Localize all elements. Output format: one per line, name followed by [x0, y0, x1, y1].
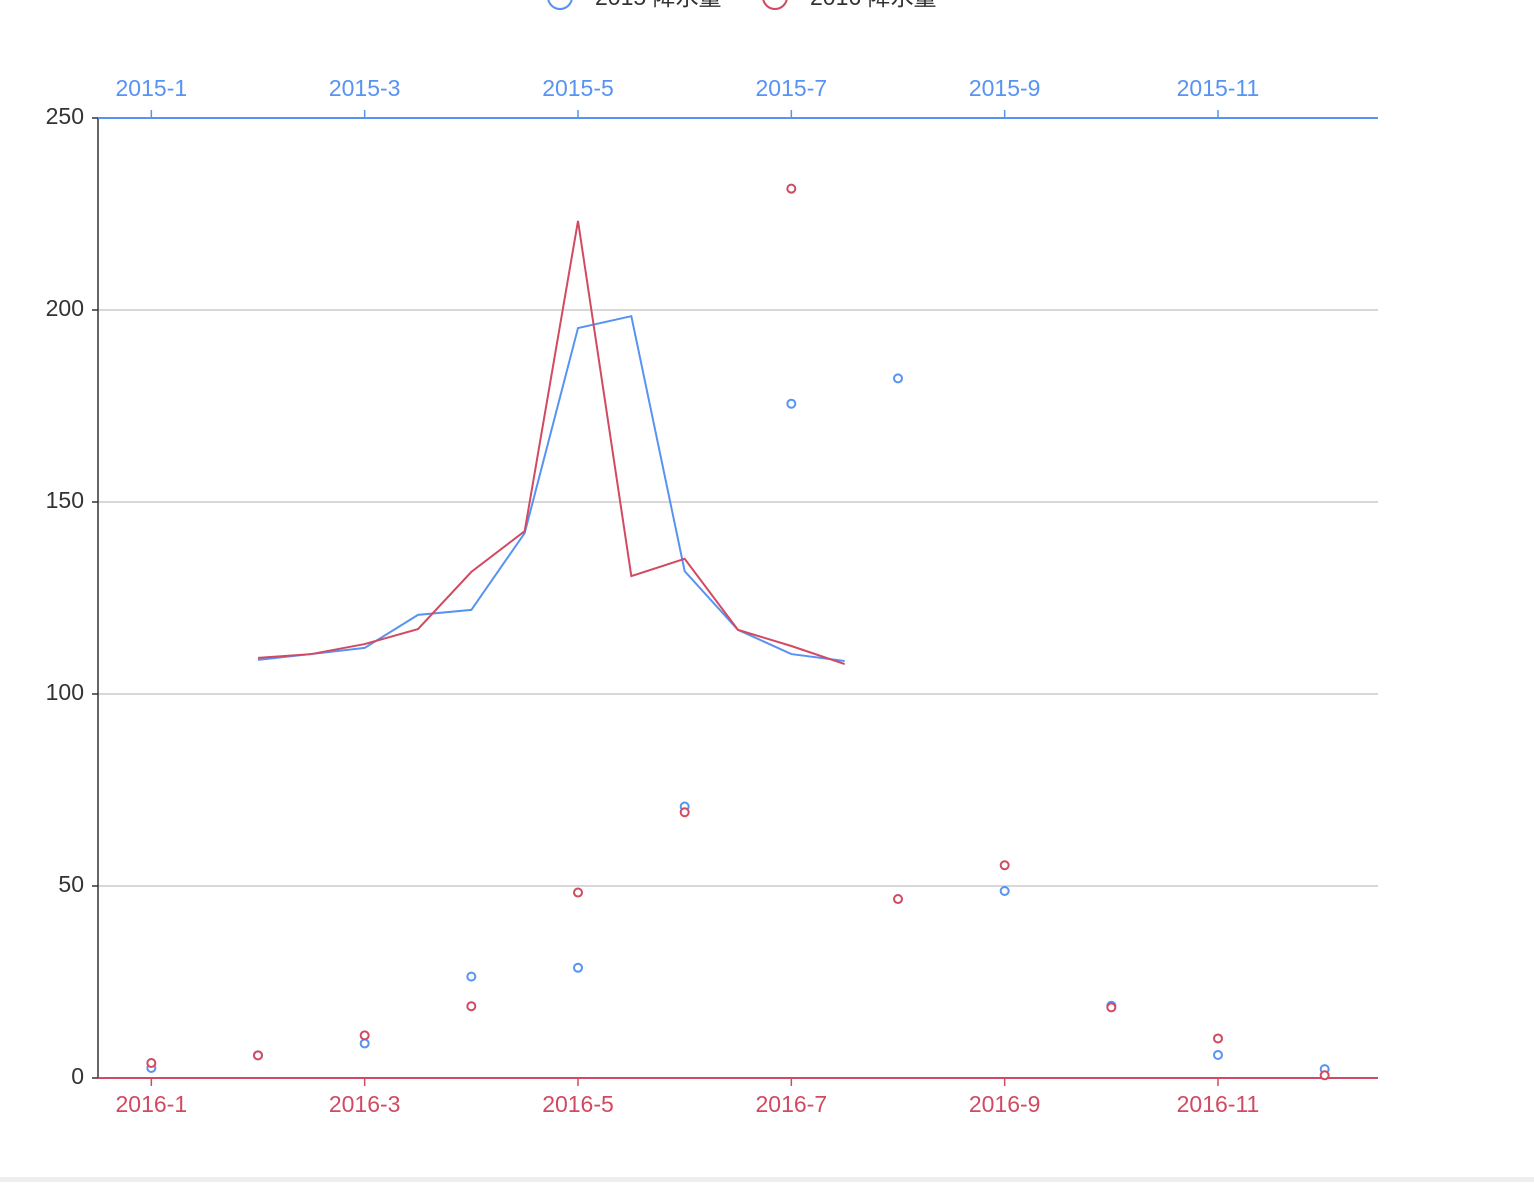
point	[573, 962, 583, 973]
point	[893, 373, 903, 384]
line	[257, 220, 845, 665]
x-tick-label: 2016-1	[116, 1091, 188, 1117]
point	[786, 398, 797, 409]
legend-label: 2016 降水量	[810, 0, 937, 10]
legend-label: 2015 降水量	[595, 0, 722, 10]
bottom-strip	[0, 1177, 1534, 1182]
point	[146, 1058, 157, 1069]
x-tick-label: 2015-11	[1177, 75, 1260, 101]
x-tick-label: 2015-1	[116, 75, 188, 101]
point	[359, 1038, 370, 1049]
x-tick-label: 2015-9	[969, 75, 1041, 101]
point	[1106, 1002, 1117, 1013]
y-tick-label: 150	[46, 487, 84, 513]
y-tick-label: 50	[58, 871, 84, 897]
point	[359, 1030, 370, 1041]
point	[786, 183, 797, 194]
point	[679, 807, 690, 818]
point	[466, 971, 477, 982]
point	[1213, 1049, 1223, 1060]
line	[257, 314, 845, 662]
y-tick-label: 100	[46, 679, 84, 705]
x-tick-label: 2016-7	[756, 1091, 828, 1117]
y-tick-label: 250	[46, 103, 84, 129]
x-tick-label: 2015-5	[542, 75, 614, 101]
point	[1213, 1033, 1223, 1044]
point	[999, 860, 1010, 871]
x-tick-label: 2016-9	[969, 1091, 1041, 1117]
legend-symbol	[547, 0, 573, 10]
x-tick-label: 2015-7	[756, 75, 828, 101]
y-tick-label: 0	[71, 1063, 84, 1089]
legend-symbol	[762, 0, 788, 10]
point	[1319, 1070, 1330, 1081]
point	[999, 885, 1010, 896]
x-tick-label: 2016-11	[1177, 1091, 1260, 1117]
point	[253, 1050, 263, 1061]
y-tick-label: 200	[46, 295, 84, 321]
point	[893, 894, 903, 905]
point	[573, 887, 583, 898]
x-tick-label: 2015-3	[329, 75, 401, 101]
point	[466, 1001, 477, 1012]
x-tick-label: 2016-3	[329, 1091, 401, 1117]
x-tick-label: 2016-5	[542, 1091, 614, 1117]
